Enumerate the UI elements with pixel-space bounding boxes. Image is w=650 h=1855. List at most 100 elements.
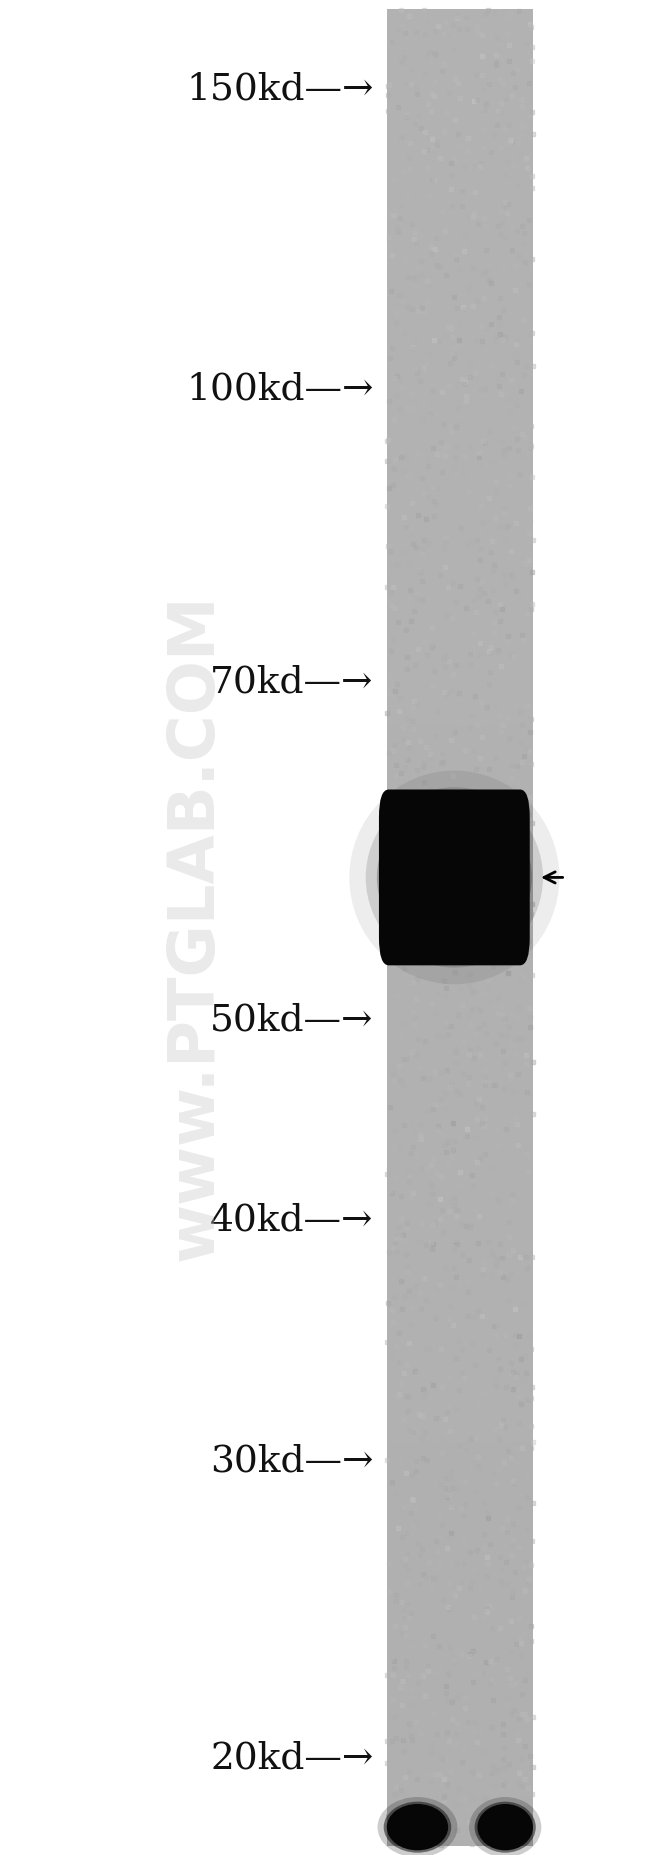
Bar xyxy=(387,1111,533,1130)
Ellipse shape xyxy=(366,787,543,968)
Bar xyxy=(387,983,533,1002)
Bar xyxy=(387,83,533,100)
Bar xyxy=(387,1681,533,1699)
Bar xyxy=(387,853,533,872)
Bar xyxy=(387,46,533,65)
Text: 100kd—→: 100kd—→ xyxy=(187,371,374,408)
Bar xyxy=(387,1827,533,1846)
Bar xyxy=(387,1644,533,1662)
Bar xyxy=(387,267,533,284)
Bar xyxy=(387,1755,533,1772)
Bar xyxy=(387,1055,533,1074)
Ellipse shape xyxy=(387,1803,448,1851)
Bar xyxy=(387,1553,533,1569)
Bar xyxy=(387,193,533,211)
Bar xyxy=(387,597,533,616)
Bar xyxy=(387,1369,533,1388)
Bar xyxy=(387,1167,533,1185)
Text: 150kd—→: 150kd—→ xyxy=(187,70,374,108)
Bar xyxy=(387,100,533,119)
Bar xyxy=(387,560,533,579)
Bar xyxy=(387,1404,533,1423)
Bar xyxy=(387,1313,533,1332)
Ellipse shape xyxy=(387,809,521,946)
Bar xyxy=(387,1332,533,1350)
Bar xyxy=(387,1423,533,1441)
Bar xyxy=(387,1772,533,1790)
Bar xyxy=(387,909,533,928)
Ellipse shape xyxy=(377,800,532,955)
Bar xyxy=(387,670,533,688)
Bar xyxy=(387,65,533,83)
Bar xyxy=(387,1221,533,1239)
Bar xyxy=(387,1018,533,1037)
Ellipse shape xyxy=(349,770,560,985)
Bar xyxy=(387,467,533,486)
Bar xyxy=(387,818,533,835)
Ellipse shape xyxy=(469,1797,541,1855)
Bar xyxy=(387,1736,533,1755)
Bar xyxy=(387,432,533,451)
Bar xyxy=(387,1037,533,1055)
Bar xyxy=(387,1002,533,1018)
Bar xyxy=(387,505,533,523)
Bar xyxy=(387,688,533,707)
Bar xyxy=(387,651,533,670)
Bar xyxy=(387,211,533,230)
Bar xyxy=(387,302,533,321)
Bar xyxy=(387,249,533,267)
Bar xyxy=(387,395,533,414)
Bar xyxy=(387,744,533,762)
Bar xyxy=(387,835,533,853)
Bar xyxy=(387,1441,533,1460)
Bar xyxy=(387,707,533,725)
Bar xyxy=(387,321,533,339)
Bar xyxy=(387,762,533,781)
Bar xyxy=(387,725,533,744)
Bar xyxy=(387,1625,533,1644)
Bar xyxy=(387,486,533,505)
Bar xyxy=(387,284,533,302)
Bar xyxy=(387,579,533,597)
Text: 50kd—→: 50kd—→ xyxy=(211,1002,374,1039)
Bar xyxy=(387,230,533,249)
FancyBboxPatch shape xyxy=(379,790,530,965)
Bar xyxy=(387,1148,533,1167)
Text: 20kd—→: 20kd—→ xyxy=(211,1740,374,1777)
Bar xyxy=(387,542,533,560)
Bar xyxy=(387,1790,533,1809)
Text: 40kd—→: 40kd—→ xyxy=(211,1202,374,1239)
Bar xyxy=(387,377,533,395)
Bar xyxy=(387,1130,533,1148)
Bar xyxy=(387,1276,533,1295)
Bar xyxy=(387,890,533,909)
Bar xyxy=(387,523,533,542)
Bar xyxy=(387,451,533,467)
Bar xyxy=(387,9,533,28)
Bar xyxy=(387,1295,533,1313)
Bar xyxy=(387,800,533,818)
Bar xyxy=(387,1388,533,1404)
Bar xyxy=(387,1093,533,1111)
Bar xyxy=(387,1516,533,1534)
Bar xyxy=(387,137,533,156)
Bar xyxy=(387,358,533,377)
Ellipse shape xyxy=(384,1801,451,1853)
Bar xyxy=(387,634,533,651)
Bar xyxy=(387,1239,533,1258)
Bar xyxy=(387,1478,533,1497)
Bar xyxy=(387,1699,533,1718)
Ellipse shape xyxy=(378,1797,458,1855)
Bar xyxy=(387,1662,533,1681)
Text: 30kd—→: 30kd—→ xyxy=(211,1443,374,1480)
Bar xyxy=(387,872,533,890)
Bar xyxy=(387,946,533,965)
Bar xyxy=(387,1718,533,1736)
Bar xyxy=(387,1569,533,1588)
Text: 70kd—→: 70kd—→ xyxy=(211,664,374,701)
Bar xyxy=(387,1588,533,1606)
Bar xyxy=(387,156,533,174)
Bar xyxy=(387,1350,533,1369)
Ellipse shape xyxy=(474,1801,536,1853)
Bar xyxy=(387,1185,533,1204)
